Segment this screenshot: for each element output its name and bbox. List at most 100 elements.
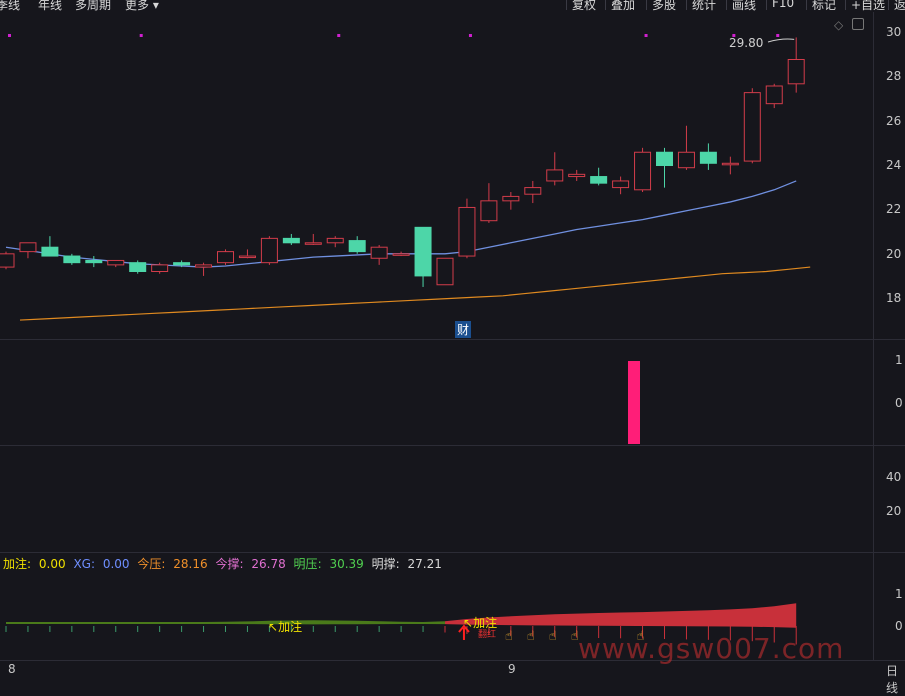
candle-body	[765, 85, 783, 105]
candle-body	[85, 259, 103, 264]
period-label[interactable]: 日线	[886, 664, 899, 695]
indicator-red-area	[445, 603, 797, 628]
candle-body	[19, 242, 37, 253]
window-toggle-icon[interactable]	[852, 18, 864, 30]
diamond-icon[interactable]: ◇	[834, 18, 844, 32]
top-marker	[8, 34, 11, 37]
ma-long-line	[19, 266, 811, 321]
candle-body	[612, 180, 630, 189]
price-label: 28	[886, 69, 902, 83]
top-marker-row	[8, 34, 780, 37]
candle-body	[677, 151, 695, 169]
candle-body	[370, 246, 388, 259]
panel-separator-3[interactable]	[0, 552, 905, 553]
high-arrow	[767, 38, 795, 43]
toolbar: 季线 年线 多周期 更多 ▾ 复权 叠加 多股 统计 画线 F10 标记 +自选…	[0, 0, 905, 12]
overlay-button[interactable]: 叠加	[605, 0, 635, 12]
legend-value: 0.00	[102, 557, 130, 571]
candle-body	[546, 169, 564, 182]
annotation-layer	[767, 38, 795, 43]
date-label: 8	[8, 662, 16, 676]
candle-body	[568, 173, 586, 178]
candle-body	[217, 251, 234, 264]
candle-body	[41, 246, 59, 257]
multi-stock-button[interactable]: 多股	[646, 0, 676, 12]
candle-body	[414, 226, 432, 277]
candle-body	[326, 237, 344, 244]
candle-body	[480, 200, 498, 222]
panel-separator-1[interactable]	[0, 339, 905, 340]
vol-axis-label: 1	[895, 353, 903, 367]
high-price-annotation: 29.80	[729, 36, 764, 50]
price-label: 20	[886, 247, 902, 261]
top-marker	[468, 34, 472, 37]
candle-body	[634, 151, 652, 191]
legend-key: 加注	[3, 557, 28, 571]
volume-signal-bar	[628, 361, 640, 444]
top-marker	[776, 34, 780, 37]
volume-panel-layer	[628, 361, 640, 444]
legend-key: 今压	[137, 557, 162, 571]
candle-body	[63, 255, 81, 264]
hand-signal-icon: ☝	[527, 629, 535, 644]
legend-key: XG	[73, 557, 91, 571]
indicator-green-area	[6, 620, 445, 625]
legend-value: 26.78	[251, 557, 286, 571]
indicator-panel-layer: ☝ ☝ ☝ ☝ ☝	[5, 603, 797, 645]
legend-value: 30.39	[329, 557, 364, 571]
hand-signal-icon: ☝	[505, 629, 513, 644]
candle-body	[304, 242, 322, 245]
top-marker	[732, 34, 736, 37]
price-label: 26	[886, 114, 902, 128]
hand-signal-icon: ☝	[571, 629, 579, 644]
period-season-tab[interactable]: 季线	[0, 0, 21, 12]
candle-body	[743, 92, 761, 162]
mark-button[interactable]: 标记	[806, 0, 836, 12]
candle-body	[721, 162, 739, 166]
legend-value: 27.21	[407, 557, 442, 571]
legend-key: 明压	[293, 557, 318, 571]
ma-long-layer	[19, 266, 811, 321]
stats-button[interactable]: 统计	[686, 0, 716, 12]
ind-axis-label: 0	[895, 619, 903, 633]
price-label: 24	[886, 158, 902, 172]
candle-body	[129, 262, 147, 272]
f10-button[interactable]: F10	[766, 0, 794, 10]
draw-line-button[interactable]: 画线	[726, 0, 756, 12]
panel-separator-2[interactable]	[0, 445, 905, 446]
vol-axis-label: 0	[895, 396, 903, 410]
price-label: 30	[886, 25, 902, 39]
multi-period-tab[interactable]: 多周期	[75, 0, 112, 12]
back-button[interactable]: 返	[888, 0, 905, 12]
add-signal-marker: ↖加注	[268, 620, 303, 634]
date-label: 9	[508, 662, 516, 676]
candle-body	[260, 237, 278, 264]
add-watchlist-button[interactable]: +自选	[845, 0, 885, 12]
kline-chart[interactable]: ☝ ☝ ☝ ☝ ☝	[0, 0, 905, 677]
legend-key: 明撑	[371, 557, 396, 571]
top-marker	[337, 34, 341, 37]
price-label: 18	[886, 291, 902, 305]
candle-body	[348, 240, 366, 253]
legend-key: 今撑	[215, 557, 240, 571]
restore-rights-button[interactable]: 复权	[566, 0, 596, 12]
candle-body	[787, 59, 805, 85]
price-axis-divider	[873, 12, 874, 660]
top-marker	[139, 34, 143, 37]
candle-body	[458, 206, 476, 257]
buy-arrow-icon	[458, 624, 470, 640]
candle-body	[502, 195, 520, 202]
financial-report-badge[interactable]: 财	[455, 321, 472, 338]
candle-body	[0, 253, 15, 268]
candle-body	[392, 253, 410, 256]
candle-body	[238, 255, 256, 259]
mid-axis-label: 20	[886, 504, 902, 518]
mid-axis-label: 40	[886, 470, 902, 484]
period-year-tab[interactable]: 年线	[38, 0, 63, 12]
candles-layer	[0, 37, 805, 287]
candle-body	[195, 264, 213, 268]
indicator-legend: 加注: 0.00 XG: 0.00 今压: 28.16 今撑: 26.78 明压…	[3, 557, 442, 571]
more-menu[interactable]: 更多 ▾	[125, 0, 159, 12]
date-axis-separator	[0, 660, 905, 661]
add-signal-marker: ↖加注	[463, 616, 498, 630]
